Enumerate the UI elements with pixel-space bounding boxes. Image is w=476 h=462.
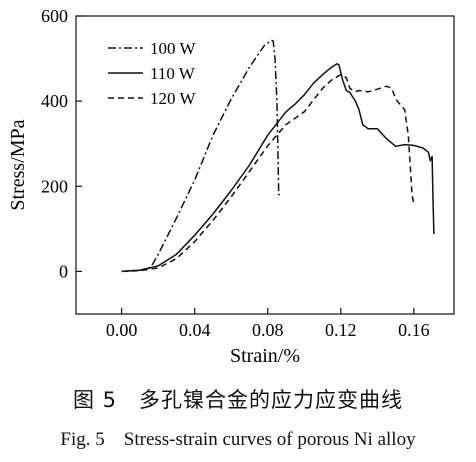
legend-label-120w: 120 W xyxy=(150,89,196,108)
y-tick-label: 200 xyxy=(41,176,68,196)
series-line-120w xyxy=(121,73,415,273)
x-tick-label: 0.08 xyxy=(252,320,284,340)
figure-caption-chinese: 图 5 多孔镍合金的应力应变曲线 xyxy=(72,388,404,412)
figure-caption-english: Fig. 5 Stress-strain curves of porous Ni… xyxy=(60,429,416,450)
y-tick-label: 600 xyxy=(41,6,68,26)
series-line-100w xyxy=(121,39,282,273)
x-axis-label: Strain/% xyxy=(230,345,300,367)
x-tick-label: 0.16 xyxy=(398,320,430,340)
x-tick-label: 0.12 xyxy=(325,320,357,340)
stress-strain-chart: 0 200 400 600 0.00 0.04 0.08 0.12 0.16 100 W 110… xyxy=(7,6,455,367)
x-tick-label: 0.00 xyxy=(106,320,138,340)
x-tick-label: 0.04 xyxy=(179,320,211,340)
series-line-110w xyxy=(121,62,435,273)
legend-label-100w: 100 W xyxy=(150,39,196,58)
y-axis-label: Stress/MPa xyxy=(7,119,29,210)
plot-frame xyxy=(75,15,455,315)
legend-label-110w: 110 W xyxy=(150,64,196,83)
y-tick-label: 0 xyxy=(59,261,68,281)
y-tick-label: 400 xyxy=(41,91,68,111)
